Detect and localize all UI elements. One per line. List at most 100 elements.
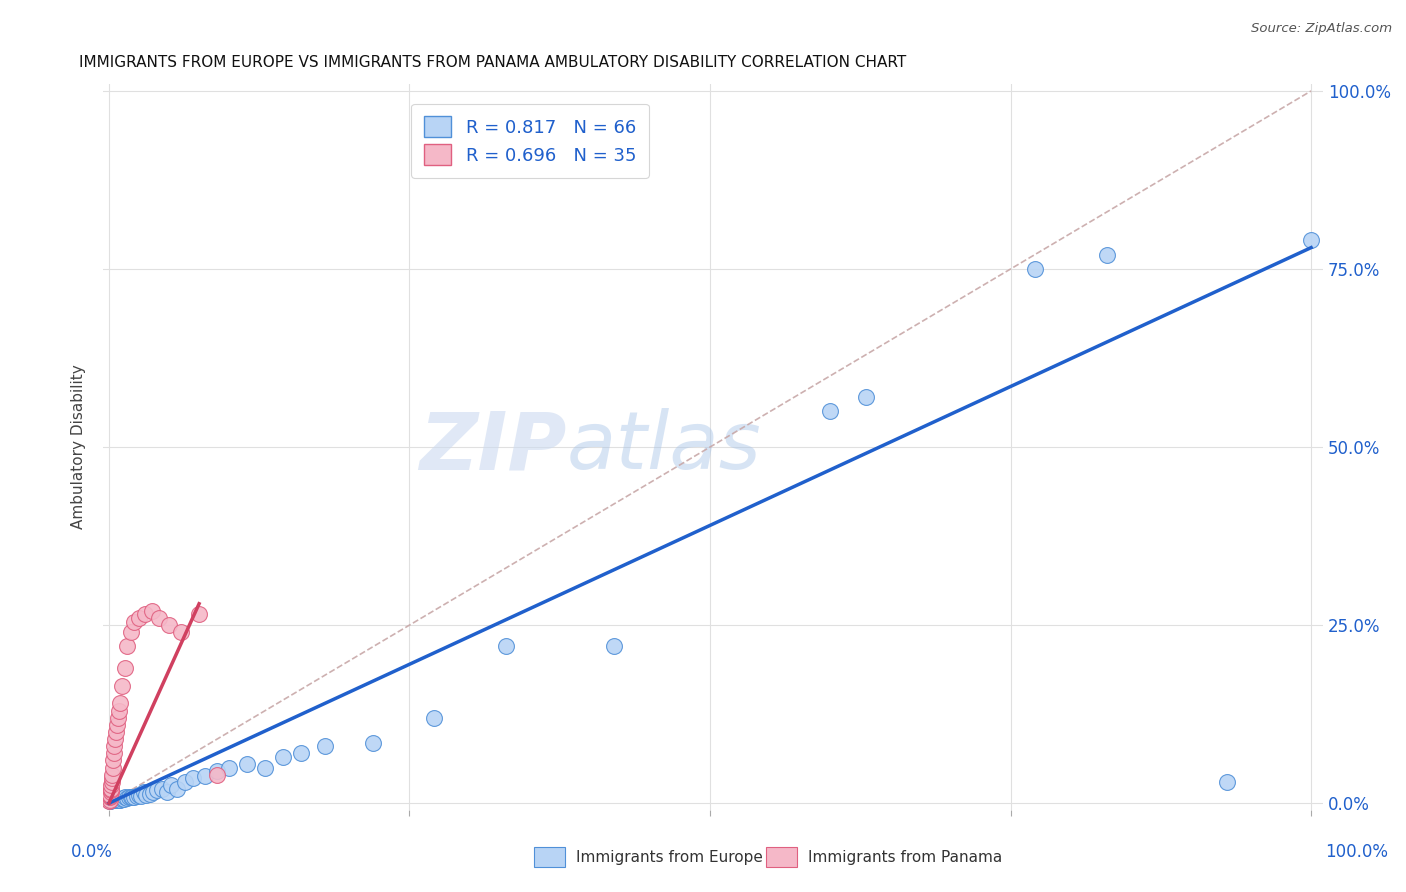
Point xyxy=(115,640,138,654)
Point xyxy=(131,789,153,803)
Point xyxy=(120,625,142,640)
Point xyxy=(100,778,122,792)
Point xyxy=(98,794,121,808)
Point xyxy=(603,640,626,654)
Point xyxy=(100,792,122,806)
Point xyxy=(100,781,122,796)
Point xyxy=(110,697,132,711)
Point xyxy=(112,792,135,806)
Point xyxy=(98,794,121,808)
Point xyxy=(132,785,155,799)
Point xyxy=(98,789,121,803)
Point xyxy=(103,739,125,754)
Point xyxy=(150,781,173,796)
Point xyxy=(254,760,277,774)
Text: 0.0%: 0.0% xyxy=(70,843,112,861)
Point xyxy=(98,790,121,805)
Point xyxy=(100,783,122,797)
Point xyxy=(108,704,131,718)
Text: ZIP: ZIP xyxy=(419,408,567,486)
Point xyxy=(194,769,217,783)
Point xyxy=(855,390,877,404)
Point xyxy=(101,792,124,806)
Point xyxy=(101,792,124,806)
Point xyxy=(107,793,129,807)
Legend: R = 0.817   N = 66, R = 0.696   N = 35: R = 0.817 N = 66, R = 0.696 N = 35 xyxy=(412,103,648,178)
Y-axis label: Ambulatory Disability: Ambulatory Disability xyxy=(72,365,86,530)
Point xyxy=(104,792,127,806)
Point xyxy=(188,607,211,622)
Point xyxy=(218,760,240,774)
Point xyxy=(100,792,122,806)
Text: Immigrants from Europe: Immigrants from Europe xyxy=(576,850,763,864)
Point xyxy=(1301,234,1323,248)
Text: Source: ZipAtlas.com: Source: ZipAtlas.com xyxy=(1251,22,1392,36)
Point xyxy=(146,783,169,797)
Point xyxy=(101,767,124,781)
Point xyxy=(100,785,122,799)
Point xyxy=(122,615,145,629)
Point xyxy=(100,792,122,806)
Point xyxy=(148,611,170,625)
Point xyxy=(114,790,136,805)
Point xyxy=(271,750,294,764)
Point xyxy=(98,792,121,806)
Point xyxy=(290,747,312,761)
Point xyxy=(110,792,132,806)
Text: Immigrants from Panama: Immigrants from Panama xyxy=(808,850,1002,864)
Point xyxy=(100,793,122,807)
Point xyxy=(1095,248,1118,262)
Point xyxy=(181,771,204,785)
Point xyxy=(104,792,127,806)
Point xyxy=(103,754,125,768)
Point xyxy=(101,792,124,806)
Point xyxy=(236,756,259,771)
Point xyxy=(103,792,125,806)
Point xyxy=(166,781,188,796)
Point xyxy=(120,789,142,804)
Point xyxy=(111,791,134,805)
Point xyxy=(108,792,131,806)
Text: atlas: atlas xyxy=(567,408,761,486)
Point xyxy=(1216,774,1239,789)
Point xyxy=(160,778,183,792)
Point xyxy=(101,771,124,785)
Point xyxy=(100,793,122,807)
Point xyxy=(205,764,228,778)
Point xyxy=(157,618,180,632)
Point xyxy=(104,725,127,739)
Point xyxy=(103,792,125,806)
Point xyxy=(141,604,163,618)
Point xyxy=(101,793,124,807)
Point xyxy=(98,794,121,808)
Point xyxy=(134,607,156,622)
Point xyxy=(156,785,179,799)
Text: 100.0%: 100.0% xyxy=(1326,843,1388,861)
Point xyxy=(122,789,145,804)
Point xyxy=(98,793,121,807)
Point xyxy=(103,747,125,761)
Point xyxy=(101,760,124,774)
Text: IMMIGRANTS FROM EUROPE VS IMMIGRANTS FROM PANAMA AMBULATORY DISABILITY CORRELATI: IMMIGRANTS FROM EUROPE VS IMMIGRANTS FRO… xyxy=(79,55,905,70)
Point xyxy=(110,792,132,806)
Point xyxy=(111,679,134,693)
Point xyxy=(495,640,517,654)
Point xyxy=(142,785,165,799)
Point xyxy=(173,774,195,789)
Point xyxy=(422,711,444,725)
Point xyxy=(114,661,136,675)
Point xyxy=(128,788,150,802)
Point xyxy=(104,791,127,805)
Point xyxy=(121,790,143,805)
Point xyxy=(363,736,385,750)
Point xyxy=(128,611,150,625)
Point xyxy=(818,404,841,418)
Point xyxy=(314,739,336,754)
Point xyxy=(205,767,228,781)
Point xyxy=(105,792,128,806)
Point xyxy=(98,788,121,802)
Point xyxy=(125,789,148,803)
Point xyxy=(100,774,122,789)
Point xyxy=(105,792,128,806)
Point xyxy=(1024,262,1046,277)
